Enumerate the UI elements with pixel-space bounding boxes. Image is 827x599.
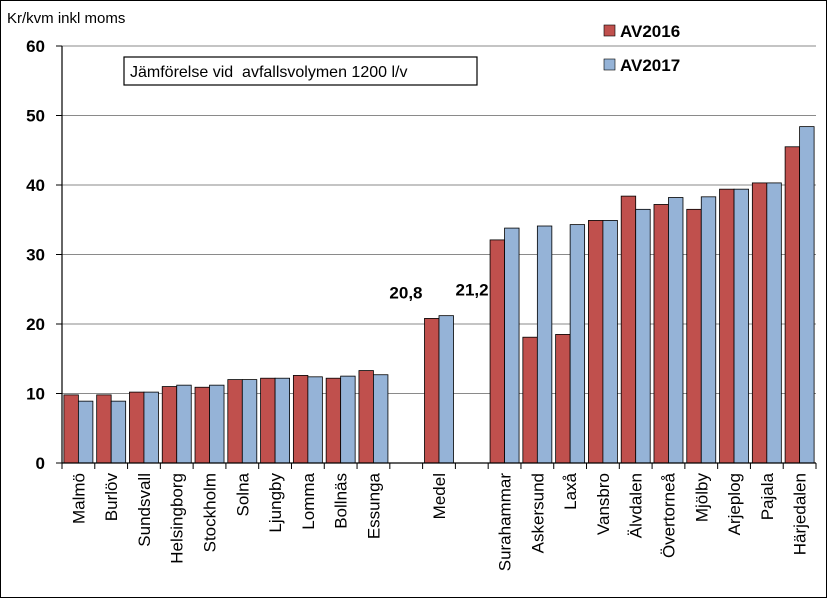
- bar-av2016-essunga: [358, 370, 374, 464]
- legend-label-av2017: AV2017: [620, 56, 680, 75]
- bar-av2017-laxa: [569, 224, 586, 464]
- annotation-box: Jämförelse vid avfallsvolymen 1200 l/v: [123, 56, 478, 86]
- y-axis-label: Kr/kvm inkl moms: [7, 10, 125, 27]
- bar-av2016-lomma: [292, 375, 309, 464]
- bar-av2017-vansbro: [602, 220, 618, 464]
- x-tick-label-vansbro: Vansbro: [594, 473, 613, 535]
- bar-av2016-overtornea: [653, 204, 669, 464]
- x-tick-label-essunga: Essunga: [364, 472, 383, 539]
- bar-av2016-surahammar: [489, 239, 505, 464]
- x-tick-label-malmo: Malmö: [69, 473, 88, 524]
- bar-av2017-surahammar: [504, 227, 520, 464]
- annotation-text: Jämförelse vid avfallsvolymen 1200 l/v: [130, 64, 407, 81]
- y-tick-labels: 0 10 20 30 40 50 60: [26, 37, 62, 473]
- bar-av2016-askersund: [522, 336, 538, 464]
- bars: [63, 126, 815, 464]
- bar-av2017-medel: [438, 315, 454, 464]
- legend-swatch-av2016: [603, 24, 616, 37]
- bar-av2017-solna: [241, 379, 258, 464]
- bar-av2017-ljungby: [274, 377, 290, 464]
- x-tick-label-stockholm: Stockholm: [201, 473, 220, 552]
- y-tick-label: 10: [26, 385, 45, 404]
- legend-label-av2016: AV2016: [620, 22, 680, 41]
- x-tick-label-helsingborg: Helsingborg: [168, 473, 187, 564]
- bar-av2016-stockholm: [194, 386, 210, 464]
- bar-av2017-stockholm: [209, 384, 225, 464]
- bar-av2017-overtornea: [668, 197, 684, 464]
- bar-av2016-medel: [424, 318, 440, 464]
- x-tick-label-mjolby: Mjölby: [692, 473, 711, 523]
- data-label-av2017: 21,2: [456, 281, 489, 300]
- bar-av2016-mjolby: [686, 208, 702, 464]
- bar-av2017-askersund: [536, 225, 553, 464]
- x-category-labels: Malmö Burlöv Sundsvall Helsingborg Stockholm…: [69, 472, 809, 571]
- bar-av2016-malmo: [63, 394, 79, 464]
- bar-av2017-mjolby: [700, 196, 717, 464]
- data-label-av2016: 20,8: [389, 283, 422, 302]
- x-tick-label-overtornea: Övertorneå: [659, 472, 678, 558]
- bar-av2016-helsingborg: [161, 386, 178, 464]
- legend: AV2016 AV2017: [603, 22, 680, 75]
- bar-av2016-vansbro: [588, 220, 604, 464]
- legend-swatch-av2017: [603, 58, 616, 71]
- bar-av2016-laxa: [555, 334, 571, 464]
- x-tick-label-alvdalen: Älvdalen: [627, 473, 646, 538]
- y-tick-label: 20: [26, 315, 45, 334]
- y-tick-label: 50: [26, 107, 45, 126]
- x-tick-label-ljungby: Ljungby: [266, 473, 285, 533]
- bar-av2016-arjeplog: [719, 188, 735, 464]
- y-tick-label: 0: [36, 454, 45, 473]
- x-tick-label-pajala: Pajala: [758, 472, 777, 520]
- bar-av2017-essunga: [373, 374, 389, 464]
- x-tick-label-bollnas: Bollnäs: [332, 473, 351, 529]
- bar-av2017-harjedalen: [799, 126, 815, 464]
- bar-av2016-harjedalen: [784, 146, 801, 464]
- bar-av2017-bollnas: [340, 375, 356, 464]
- x-tick-label-harjedalen: Härjedalen: [791, 473, 810, 555]
- bar-av2016-sundsvall: [129, 391, 145, 464]
- data-labels: 20,8 21,2: [389, 281, 488, 303]
- bar-av2016-burlov: [96, 394, 112, 464]
- annotation-frame: [123, 56, 478, 86]
- bar-av2017-alvdalen: [635, 208, 651, 464]
- bar-av2017-lomma: [307, 376, 323, 464]
- bar-av2016-alvdalen: [620, 195, 637, 464]
- x-tick-label-askersund: Askersund: [528, 473, 547, 553]
- bar-av2016-bollnas: [325, 377, 342, 464]
- x-tick-label-solna: Solna: [233, 472, 252, 516]
- x-tick-label-surahammar: Surahammar: [496, 473, 515, 572]
- bar-av2016-solna: [227, 379, 243, 464]
- bar-av2017-pajala: [766, 182, 782, 464]
- bar-av2017-malmo: [77, 400, 94, 464]
- y-tick-label: 40: [26, 176, 45, 195]
- x-tick-label-medel: Medel: [430, 473, 449, 519]
- x-tick-label-arjeplog: Arjeplog: [725, 473, 744, 535]
- y-tick-label: 60: [26, 37, 45, 56]
- bar-av2016-ljungby: [260, 377, 276, 464]
- x-tick-label-sundsvall: Sundsvall: [135, 473, 154, 547]
- y-tick-label: 30: [26, 246, 45, 265]
- bar-av2016-pajala: [751, 182, 768, 464]
- x-tick-label-burlov: Burlöv: [102, 473, 121, 522]
- bar-av2017-sundsvall: [143, 391, 159, 464]
- x-tick-label-lomma: Lomma: [299, 472, 318, 529]
- x-tick-label-laxa: Laxå: [561, 472, 580, 509]
- bar-av2017-helsingborg: [176, 384, 192, 464]
- bar-av2017-burlov: [110, 400, 127, 464]
- bar-av2017-arjeplog: [733, 188, 749, 464]
